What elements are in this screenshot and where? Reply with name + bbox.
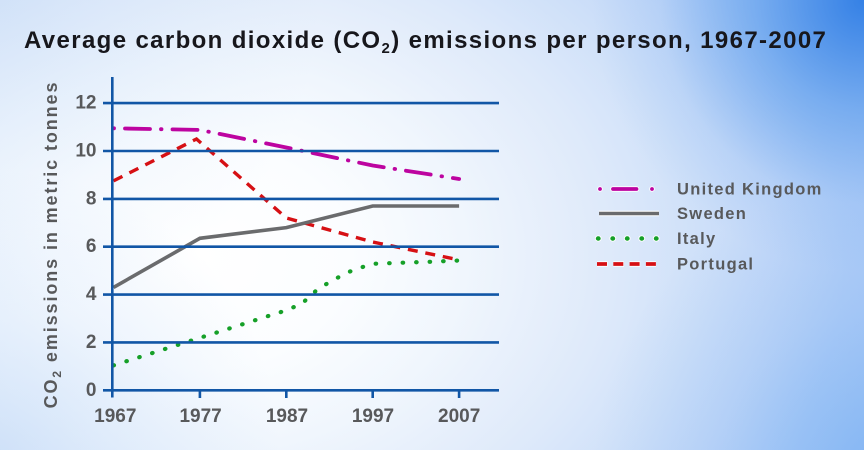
svg-text:2: 2 (86, 332, 97, 353)
svg-text:Italy: Italy (677, 230, 717, 248)
svg-text:6: 6 (86, 236, 97, 257)
svg-text:1987: 1987 (266, 406, 308, 427)
svg-text:CO2 emissions in metric tonnes: CO2 emissions in metric tonnes (41, 81, 64, 409)
svg-text:2007: 2007 (438, 406, 480, 427)
svg-text:1977: 1977 (179, 406, 221, 427)
svg-text:10: 10 (75, 141, 96, 162)
svg-text:1997: 1997 (352, 406, 394, 427)
svg-text:0: 0 (86, 380, 97, 401)
svg-text:Sweden: Sweden (677, 205, 747, 223)
svg-text:12: 12 (75, 93, 96, 114)
svg-text:United Kingdom: United Kingdom (677, 181, 823, 199)
svg-text:1967: 1967 (94, 406, 136, 427)
svg-text:4: 4 (86, 284, 97, 305)
svg-text:Portugal: Portugal (677, 256, 754, 274)
svg-text:8: 8 (86, 188, 97, 209)
